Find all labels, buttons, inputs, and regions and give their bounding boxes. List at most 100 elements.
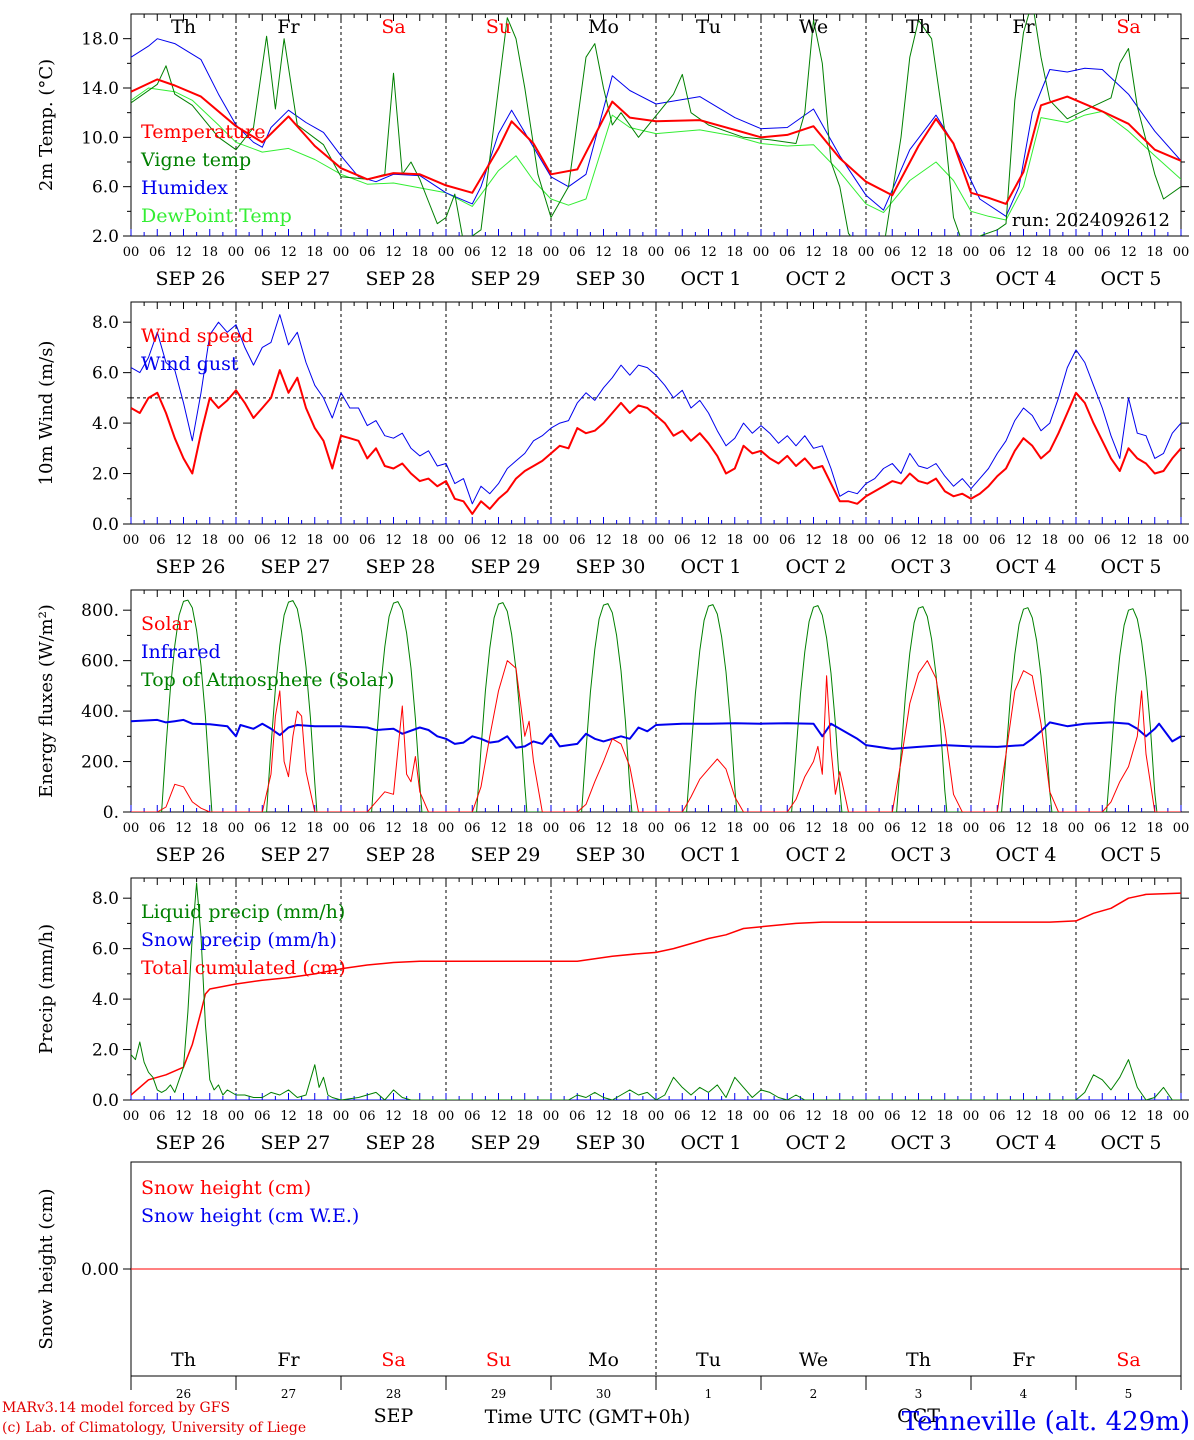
hour-tick-label: 18 (621, 533, 638, 548)
hour-tick-label: 12 (280, 821, 297, 836)
hour-tick-label: 18 (831, 1109, 848, 1124)
hour-tick-label: 00 (228, 245, 245, 260)
legend-entry: Total cumulated (cm) (141, 957, 346, 979)
series-top-of-atmosphere-solar- (131, 599, 1181, 812)
date-label: SEP 30 (576, 268, 646, 290)
weekday-label: Fr (1012, 1349, 1035, 1371)
hour-tick-label: 18 (936, 1109, 953, 1124)
y-tick-label: 10.0 (81, 128, 119, 148)
hour-tick-label: 06 (569, 821, 586, 836)
hour-tick-label: 12 (595, 821, 612, 836)
date-label: SEP 30 (576, 844, 646, 866)
hour-tick-label: 18 (306, 1109, 323, 1124)
hour-tick-label: 00 (858, 1109, 875, 1124)
y-axis-title: 10m Wind (m/s) (36, 341, 57, 486)
hour-tick-label: 00 (438, 245, 455, 260)
hour-tick-label: 00 (753, 1109, 770, 1124)
series-total-cumulated-cm- (131, 892, 1181, 1096)
hour-tick-label: 06 (989, 533, 1006, 548)
weekday-label: Sa (381, 1349, 405, 1371)
hour-tick-label: 00 (333, 245, 350, 260)
hour-tick-label: 18 (726, 821, 743, 836)
weekday-label: Sa (381, 16, 405, 38)
hour-tick-label: 00 (543, 821, 560, 836)
month-label: OCT (897, 1405, 940, 1427)
y-tick-label: 400. (81, 702, 119, 722)
hour-tick-label: 12 (280, 1109, 297, 1124)
hour-tick-label: 00 (858, 533, 875, 548)
date-label: SEP 26 (156, 1132, 226, 1154)
hour-tick-label: 00 (333, 821, 350, 836)
y-tick-label: 800. (81, 601, 119, 621)
hour-tick-label: 12 (910, 1109, 927, 1124)
date-label: OCT 5 (1101, 556, 1162, 578)
hour-tick-label: 12 (1120, 533, 1137, 548)
panel-1: 2.0 6.0 10.0 14.0 18.0 2m Temp. (°C) Temperatu… (36, 13, 1190, 290)
hour-tick-label: 06 (149, 1109, 166, 1124)
legend-entry: Snow precip (mm/h) (141, 929, 337, 951)
hour-tick-label: 18 (201, 533, 218, 548)
hour-tick-label: 18 (516, 245, 533, 260)
hour-tick-label: 06 (464, 821, 481, 836)
hour-tick-label: 06 (254, 245, 271, 260)
date-label: SEP 29 (471, 556, 541, 578)
day-number-label: 30 (596, 1387, 611, 1401)
date-label: SEP 27 (261, 556, 331, 578)
hour-tick-label: 00 (753, 821, 770, 836)
date-label: OCT 1 (681, 556, 742, 578)
hour-tick-label: 06 (149, 245, 166, 260)
series-liquid-precip-mm-h- (131, 882, 1181, 1100)
hour-tick-label: 00 (963, 1109, 980, 1124)
date-label: OCT 5 (1101, 1132, 1162, 1154)
hour-tick-label: 12 (280, 533, 297, 548)
y-tick-label: 0.0 (92, 1091, 119, 1111)
hour-tick-label: 06 (359, 1109, 376, 1124)
date-label: OCT 4 (996, 1132, 1057, 1154)
weekday-label: Th (906, 16, 931, 38)
hour-tick-label: 06 (884, 245, 901, 260)
hour-tick-label: 18 (936, 533, 953, 548)
hour-tick-label: 18 (411, 245, 428, 260)
hour-tick-label: 06 (779, 245, 796, 260)
hour-tick-label: 06 (674, 533, 691, 548)
hour-tick-label: 00 (543, 245, 560, 260)
hour-tick-label: 00 (228, 533, 245, 548)
y-tick-label: 0. (103, 803, 119, 823)
date-label: SEP 28 (366, 556, 436, 578)
hour-tick-label: 00 (333, 1109, 350, 1124)
legend-entry: Top of Atmosphere (Solar) (141, 669, 394, 691)
hour-tick-label: 00 (123, 1109, 140, 1124)
hour-tick-label: 06 (254, 821, 271, 836)
date-label: OCT 4 (996, 268, 1057, 290)
y-tick-label: 6.0 (92, 940, 119, 960)
hour-tick-label: 18 (621, 821, 638, 836)
hour-tick-label: 00 (1173, 245, 1190, 260)
hour-tick-label: 06 (779, 821, 796, 836)
hour-tick-label: 06 (779, 533, 796, 548)
hour-tick-label: 00 (1173, 1109, 1190, 1124)
series-temperature (131, 78, 1181, 205)
hour-tick-label: 18 (726, 245, 743, 260)
series-group (131, 599, 1181, 812)
hour-tick-label: 18 (411, 1109, 428, 1124)
hour-tick-label: 18 (936, 821, 953, 836)
hour-tick-label: 00 (333, 533, 350, 548)
hour-tick-label: 12 (490, 245, 507, 260)
y-tick-label: 18.0 (81, 30, 119, 50)
hour-tick-label: 06 (254, 533, 271, 548)
hour-tick-label: 18 (516, 821, 533, 836)
hour-tick-label: 18 (306, 533, 323, 548)
hour-tick-label: 00 (1173, 821, 1190, 836)
hour-tick-label: 18 (726, 533, 743, 548)
y-tick-label: 4.0 (92, 414, 119, 434)
hour-tick-label: 12 (385, 533, 402, 548)
date-label: OCT 3 (891, 1132, 952, 1154)
hour-tick-label: 12 (595, 533, 612, 548)
hour-tick-label: 12 (385, 245, 402, 260)
series-group (131, 882, 1181, 1100)
hour-tick-label: 12 (910, 533, 927, 548)
date-label: SEP 29 (471, 268, 541, 290)
hour-tick-label: 18 (201, 821, 218, 836)
hour-tick-label: 06 (674, 821, 691, 836)
weekday-label: We (799, 1349, 828, 1371)
